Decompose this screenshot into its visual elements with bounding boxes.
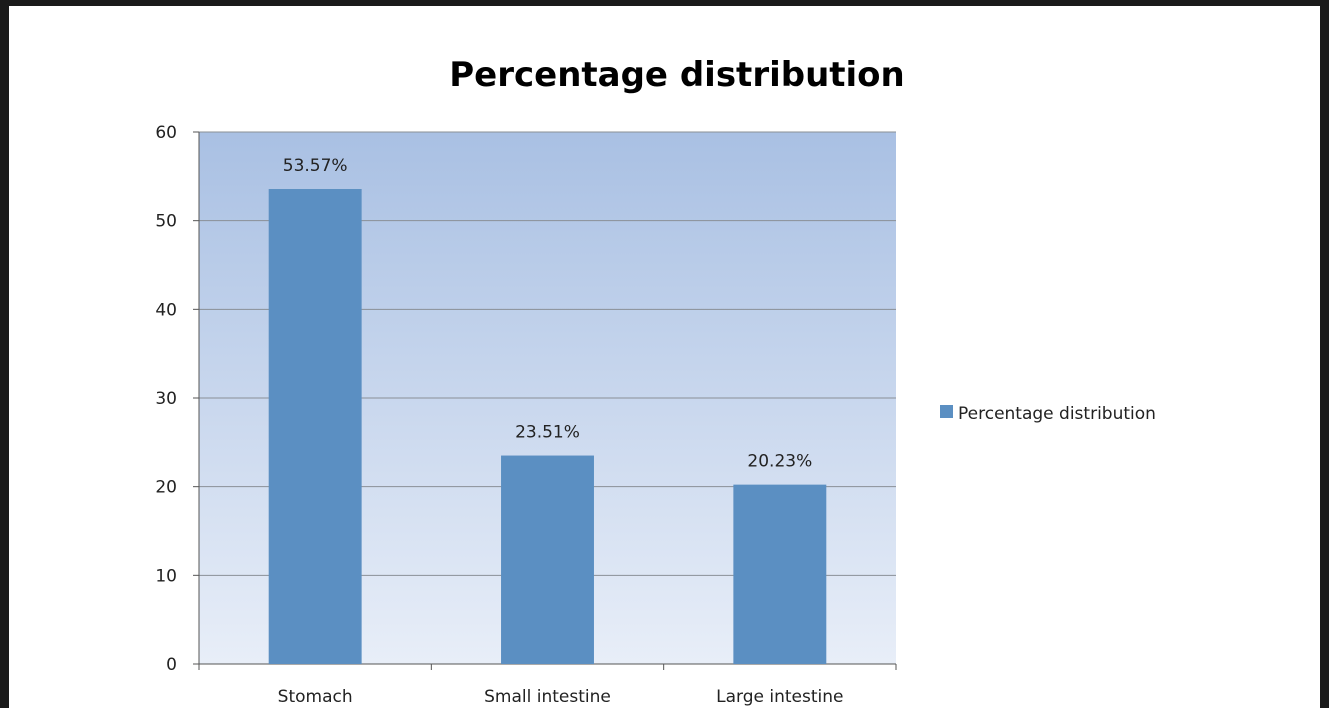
y-tick-label: 30 — [155, 389, 177, 409]
category-label: Large intestine — [716, 687, 843, 707]
category-label: Stomach — [278, 687, 353, 707]
legend: Percentage distribution — [940, 404, 1156, 424]
labels: 0 10 20 30 40 50 60 53.57% Stomach 23.51% Small in… — [155, 123, 843, 707]
bar-stomach — [268, 189, 362, 664]
y-tick-label: 40 — [155, 300, 177, 320]
y-tick-label: 10 — [155, 566, 177, 586]
data-label: 53.57% — [283, 156, 348, 176]
y-tick-label: 60 — [155, 123, 177, 143]
y-tick-label: 0 — [166, 655, 177, 675]
y-tick-label: 20 — [155, 478, 177, 498]
chart-svg: Percentage distribution 0 10 20 30 40 50 60 53.… — [155, 55, 1156, 707]
data-label: 23.51% — [515, 423, 580, 443]
category-label: Small intestine — [484, 687, 611, 707]
bars — [268, 189, 827, 664]
chart-title: Percentage distribution — [449, 55, 905, 95]
bar-small-intestine — [501, 455, 594, 664]
y-tick-label: 50 — [155, 212, 177, 232]
legend-label: Percentage distribution — [958, 404, 1156, 424]
bar-large-intestine — [733, 484, 827, 664]
data-label: 20.23% — [747, 452, 812, 472]
legend-swatch — [940, 405, 953, 418]
